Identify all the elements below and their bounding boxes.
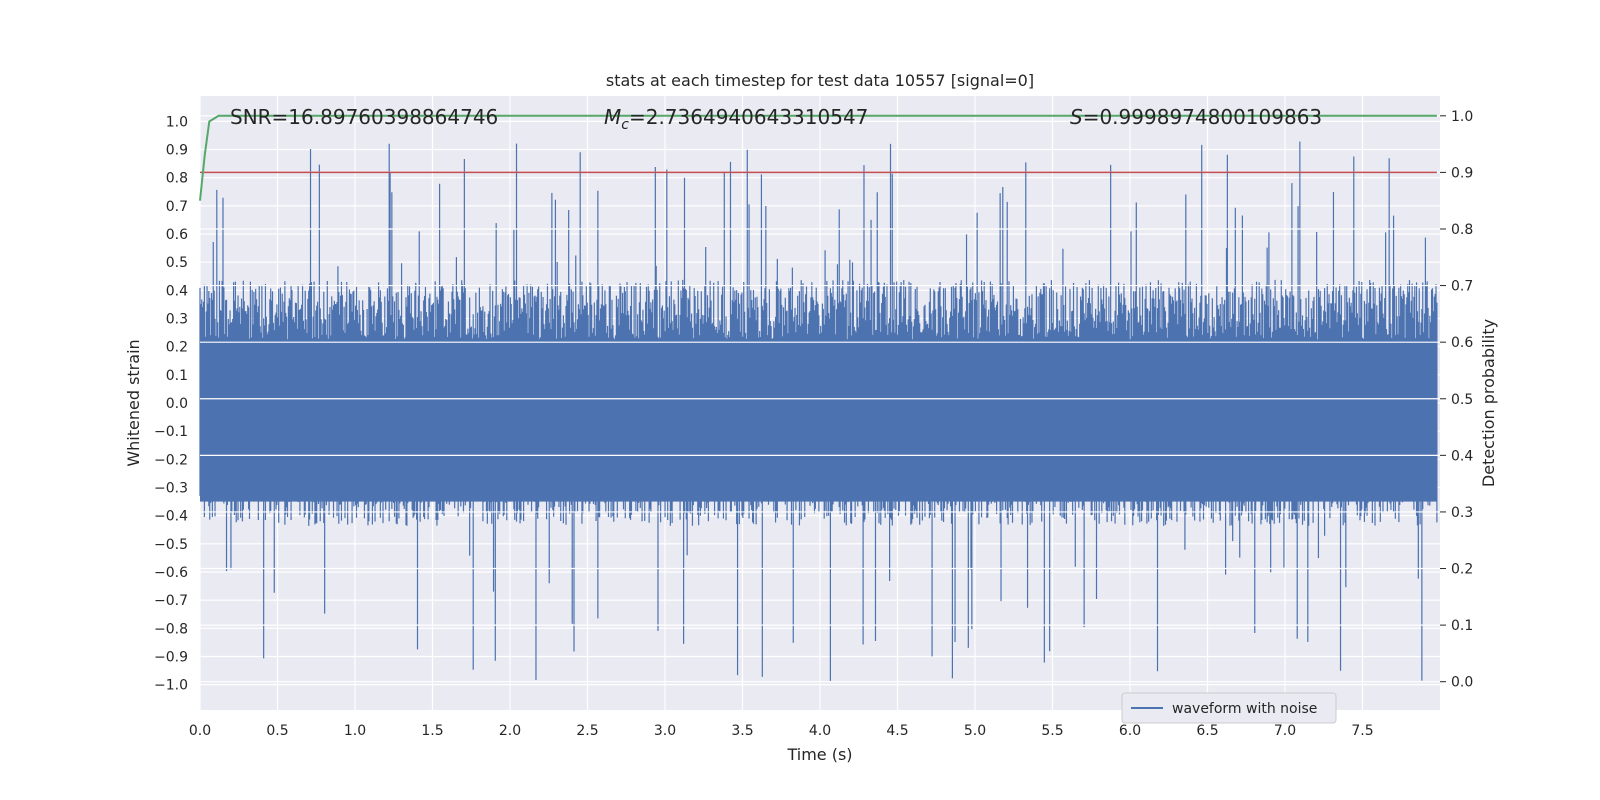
legend-label-waveform: waveform with noise: [1172, 701, 1317, 717]
legend: waveform with noise: [1121, 692, 1337, 724]
y-tick-label: 0.6: [166, 227, 188, 243]
right-tick-label: 0.9: [1451, 165, 1473, 181]
y-tick-label: −0.6: [154, 565, 188, 581]
y-tick-label: 0.9: [166, 143, 188, 159]
x-tick-label: 0.5: [266, 723, 288, 739]
y-tick-label: 0.7: [166, 199, 188, 215]
x-tick-label: 3.5: [731, 723, 753, 739]
x-tick-label: 4.5: [886, 723, 908, 739]
x-tick-label: 1.0: [344, 723, 366, 739]
x-tick-label: 6.0: [1119, 723, 1141, 739]
chirp-mass-value: =2.7364940643310547: [629, 105, 868, 129]
y-tick-label: 0.3: [166, 312, 188, 328]
s-annotation: S=0.9998974800109863: [1070, 105, 1322, 129]
y-tick-label: 1.0: [166, 114, 188, 130]
s-symbol: S: [1070, 105, 1083, 129]
x-tick-label: 5.5: [1041, 723, 1063, 739]
x-axis-ticks: 0.0 0.5 1.0 1.5 2.0 2.5 3.0 3.5 4.0 4.5 5.0 5.5 6.0 6…: [189, 723, 1374, 739]
x-tick-label: 7.0: [1274, 723, 1296, 739]
y-tick-label: −0.4: [154, 509, 188, 525]
x-axis-label: Time (s): [786, 745, 852, 764]
x-tick-label: 0.0: [189, 723, 211, 739]
x-tick-label: 2.5: [576, 723, 598, 739]
x-tick-label: 3.0: [654, 723, 676, 739]
right-tick-label: 0.6: [1451, 335, 1473, 351]
right-tick-label: 0.8: [1451, 222, 1473, 238]
chart-title: stats at each timestep for test data 105…: [606, 71, 1034, 90]
right-tick-label: 0.2: [1451, 562, 1473, 578]
x-tick-label: 2.0: [499, 723, 521, 739]
y-tick-label: 0.4: [166, 283, 188, 299]
y-axis-label: Whitened strain: [124, 339, 143, 466]
y-tick-label: 0.2: [166, 340, 188, 356]
y-tick-label: −0.8: [154, 621, 188, 637]
chirp-mass-symbol: M: [604, 105, 621, 129]
y-tick-label: −0.2: [154, 452, 188, 468]
y-tick-label: 0.8: [166, 171, 188, 187]
snr-annotation: SNR=16.89760398864746: [230, 105, 498, 129]
y-tick-label: −0.7: [154, 593, 188, 609]
waveform-series: [199, 141, 1438, 681]
y-tick-label: −0.5: [154, 537, 188, 553]
x-tick-label: 1.5: [421, 723, 443, 739]
y-tick-label: −0.3: [154, 480, 188, 496]
right-tick-label: 1.0: [1451, 109, 1473, 125]
right-tick-label: 0.4: [1451, 448, 1473, 464]
right-axis-label: Detection probability: [1479, 319, 1498, 487]
x-tick-label: 5.0: [964, 723, 986, 739]
y-tick-label: 0.0: [166, 396, 188, 412]
right-tick-label: 0.5: [1451, 392, 1473, 408]
y-tick-label: 0.5: [166, 255, 188, 271]
chirp-mass-annotation: Mc=2.7364940643310547: [604, 105, 868, 133]
right-tick-label: 0.0: [1451, 675, 1473, 691]
right-tick-label: 0.3: [1451, 505, 1473, 521]
legend-box: [1121, 692, 1337, 724]
right-axis-ticks: 1.0 0.9 0.8 0.7 0.6 0.5 0.4 0.3 0.2 0.1 0.0: [1440, 109, 1473, 691]
y-tick-label: −1.0: [154, 678, 188, 694]
right-tick-label: 0.1: [1451, 618, 1473, 634]
x-tick-label: 4.0: [809, 723, 831, 739]
y-tick-label: −0.1: [154, 424, 188, 440]
y-tick-label: 0.1: [166, 368, 188, 384]
right-tick-label: 0.7: [1451, 279, 1473, 295]
y-axis-ticks: 1.0 0.9 0.8 0.7 0.6 0.5 0.4 0.3 0.2 0.1 0.0 −0.1 −0.…: [154, 114, 188, 693]
x-tick-label: 6.5: [1196, 723, 1218, 739]
s-value: =0.9998974800109863: [1083, 105, 1322, 129]
y-tick-label: −0.9: [154, 649, 188, 665]
waveform-dense-band: [200, 360, 1437, 502]
x-tick-label: 7.5: [1351, 723, 1373, 739]
chirp-mass-subscript: c: [621, 117, 629, 133]
detection-probability-line: [199, 114, 1437, 201]
